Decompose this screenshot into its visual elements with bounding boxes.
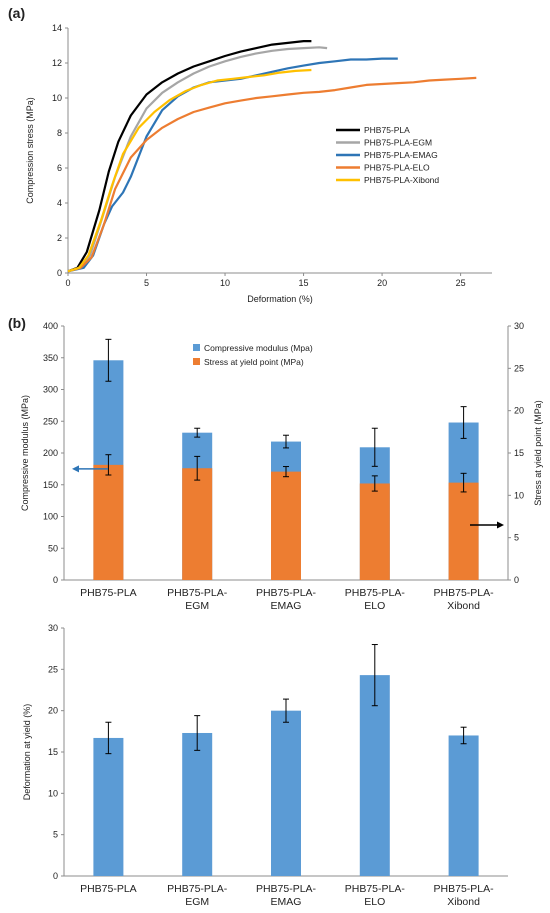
y-tick-label: 14	[52, 23, 62, 33]
y-tick-label: 10	[52, 93, 62, 103]
legend-swatch-modulus	[193, 344, 200, 351]
x-tick-label: 15	[299, 278, 309, 288]
x-tick-label: 0	[65, 278, 70, 288]
category-label: Xibond	[447, 600, 480, 612]
y-tick-label-right: 5	[514, 533, 519, 543]
bar-stress-at-yield	[271, 471, 301, 580]
y-tick-label-right: 25	[514, 363, 524, 373]
y-tick-label-left: 0	[53, 575, 58, 585]
y-tick-label-left: 50	[48, 543, 58, 553]
bar-stress-at-yield	[448, 482, 479, 580]
bar-deformation-at-yield	[271, 710, 301, 876]
stress-deformation-line-chart: 0 5 10 15 20 25 0 2 4 6 8 10 12 14 Deformation (%) Comp…	[25, 23, 492, 304]
y-axis-title-left: Compressive modulus (MPa)	[20, 395, 30, 511]
y-tick-label: 15	[48, 747, 58, 757]
series-line-phb75-pla-egm	[67, 46, 328, 273]
y-tick-label-right: 30	[514, 321, 524, 331]
bar-deformation-at-yield	[182, 732, 213, 876]
category-label: ELO	[364, 896, 385, 908]
category-label: PHB75-PLA-	[345, 883, 406, 895]
series-line-phb75-pla-emag	[67, 57, 398, 273]
category-label: Xibond	[447, 896, 480, 908]
y-tick-label-right: 10	[514, 490, 524, 500]
y-axis-title: Compression stress (MPa)	[25, 97, 35, 204]
legend-label-phb75-pla-emag: PHB75-PLA-EMAG	[364, 150, 438, 160]
y-tick-label-left: 250	[43, 416, 58, 426]
y-tick-label: 25	[48, 664, 58, 674]
y-tick-label: 6	[57, 163, 62, 173]
bar-deformation-at-yield	[359, 675, 390, 876]
bar-deformation-at-yield	[93, 737, 124, 876]
y-tick-label-left: 100	[43, 512, 58, 522]
y-tick-label: 12	[52, 58, 62, 68]
category-label: PHB75-PLA-	[434, 587, 495, 599]
category-label: EMAG	[271, 600, 302, 612]
y-tick-label: 20	[48, 706, 58, 716]
y-tick-label: 5	[53, 830, 58, 840]
category-label: EGM	[185, 600, 209, 612]
y-axis-title: Deformation at yield (%)	[22, 704, 32, 801]
y-tick-label: 0	[57, 268, 62, 278]
left-axis-arrow-head	[72, 465, 79, 473]
category-label: PHB75-PLA-	[256, 587, 317, 599]
y-tick-label: 8	[57, 128, 62, 138]
category-label: PHB75-PLA	[80, 587, 137, 599]
bar-stress-at-yield	[359, 483, 390, 580]
modulus-stress-bar-chart: 0 50 100 150 200 250 300 350 400 0 5 10 15 20 25 30 PHB7…	[20, 321, 543, 612]
x-tick-label: 10	[220, 278, 230, 288]
bar-deformation-at-yield	[448, 735, 479, 876]
y-tick-label: 2	[57, 233, 62, 243]
y-tick-label-left: 350	[43, 353, 58, 363]
category-label: PHB75-PLA-	[167, 587, 228, 599]
y-tick-label: 4	[57, 198, 62, 208]
series-line-phb75-pla	[67, 40, 312, 273]
y-tick-label-right: 15	[514, 448, 524, 458]
legend-label-modulus: Compressive modulus (Mpa)	[204, 343, 313, 353]
category-label: PHB75-PLA-	[345, 587, 406, 599]
category-label: ELO	[364, 600, 385, 612]
legend-label-phb75-pla: PHB75-PLA	[364, 125, 410, 135]
category-label: EMAG	[271, 896, 302, 908]
legend-label-phb75-pla-xibond: PHB75-PLA-Xibond	[364, 175, 439, 185]
y-tick-label-right: 0	[514, 575, 519, 585]
legend-label-stress: Stress at yield point (MPa)	[204, 357, 304, 367]
legend-label-phb75-pla-egm: PHB75-PLA-EGM	[364, 138, 432, 148]
x-tick-label: 25	[456, 278, 466, 288]
y-tick-label-left: 400	[43, 321, 58, 331]
y-tick-label-left: 200	[43, 448, 58, 458]
y-axis-title-right: Stress at yield point (MPa)	[533, 400, 543, 506]
y-tick-label: 30	[48, 623, 58, 633]
x-axis-title: Deformation (%)	[247, 294, 313, 304]
x-tick-label: 5	[144, 278, 149, 288]
series-line-phb75-pla-xibond	[67, 68, 312, 273]
y-tick-label-left: 300	[43, 385, 58, 395]
category-label: PHB75-PLA-	[167, 883, 228, 895]
legend-swatch-stress	[193, 358, 200, 365]
bar-stress-at-yield	[93, 464, 124, 580]
panel-label-a: (a)	[8, 5, 25, 21]
legend-label-phb75-pla-elo: PHB75-PLA-ELO	[364, 163, 430, 173]
x-tick-label: 20	[377, 278, 387, 288]
y-tick-label: 10	[48, 788, 58, 798]
bar-stress-at-yield	[182, 468, 213, 580]
y-tick-label: 0	[53, 871, 58, 881]
series-line-phb75-pla-elo	[67, 76, 477, 273]
y-tick-label-right: 20	[514, 406, 524, 416]
y-tick-label-left: 150	[43, 480, 58, 490]
category-label: PHB75-PLA-	[256, 883, 317, 895]
panel-label-b: (b)	[8, 315, 26, 331]
category-label: PHB75-PLA	[80, 883, 137, 895]
category-label: EGM	[185, 896, 209, 908]
right-axis-arrow-head	[497, 521, 504, 529]
category-label: PHB75-PLA-	[434, 883, 495, 895]
